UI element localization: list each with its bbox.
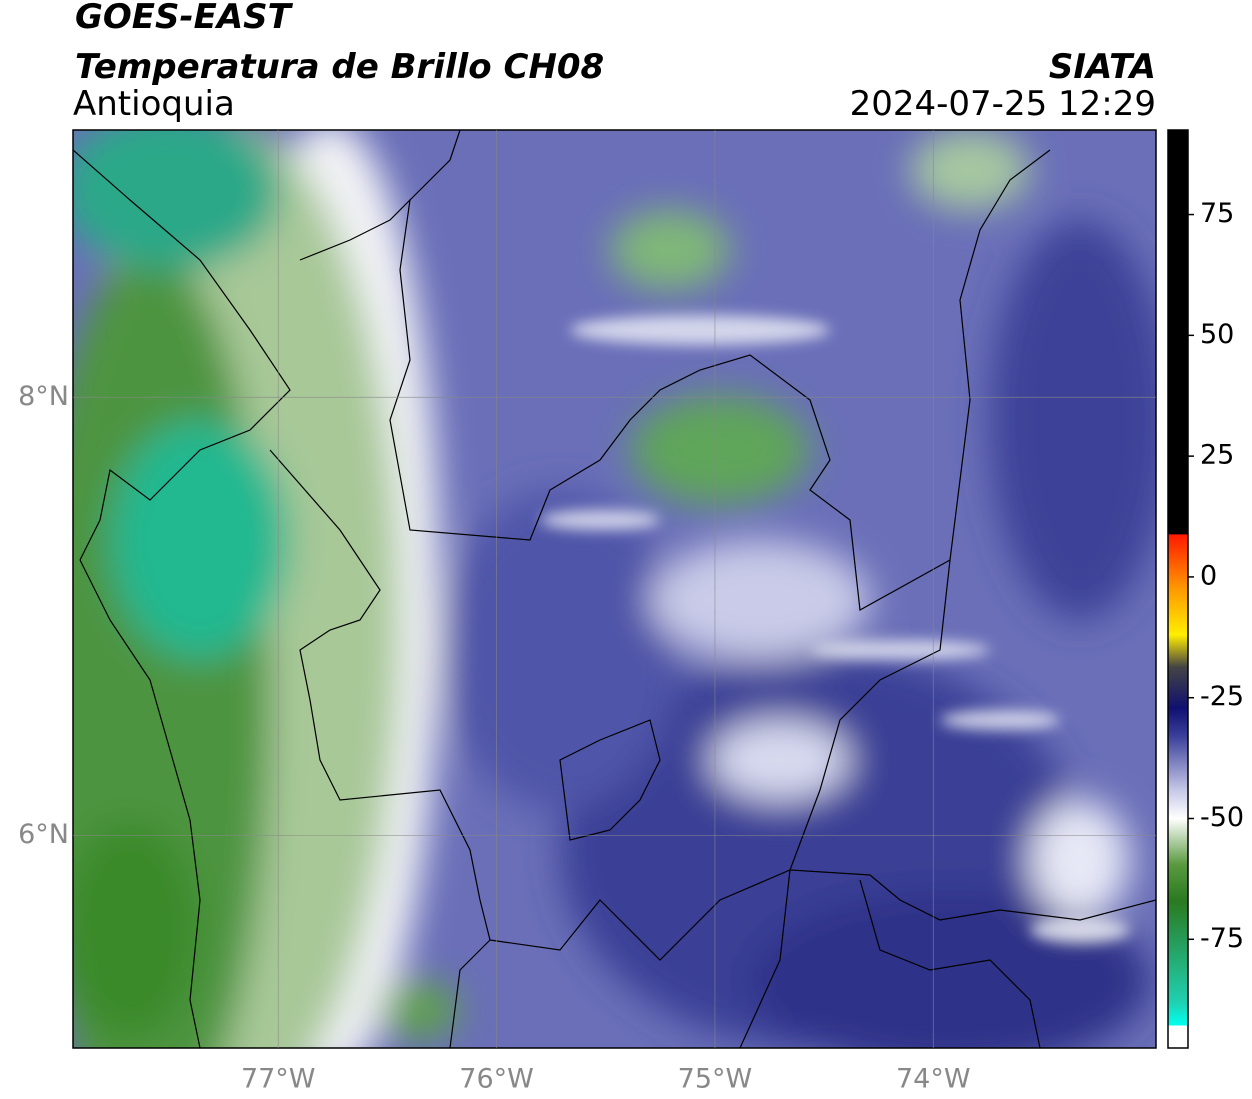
colorbar-tick-label: -50: [1200, 802, 1244, 833]
source: SIATA: [1049, 47, 1156, 87]
colorbar-tick-label: 0: [1200, 560, 1217, 591]
y-tick-label: 6°N: [18, 819, 69, 850]
subtitle: Temperatura de Brillo CH08: [75, 47, 604, 87]
x-tick-label: 76°W: [459, 1064, 534, 1095]
colorbar-tick-label: 25: [1200, 440, 1234, 471]
datetime: 2024-07-25 12:29: [850, 84, 1156, 124]
colorbar-tick-label: 50: [1200, 319, 1234, 350]
title: GOES-EAST: [75, 0, 294, 37]
region: Antioquia: [73, 84, 235, 124]
colorbar-tick-label: -75: [1200, 923, 1244, 954]
map-frame: [72, 129, 1157, 1049]
colorbar-tick-label: -25: [1200, 681, 1244, 712]
x-tick-label: 74°W: [896, 1064, 971, 1095]
y-tick-label: 8°N: [18, 381, 69, 412]
x-tick-label: 77°W: [241, 1064, 316, 1095]
colorbar: [1167, 129, 1189, 1049]
satellite-image: [73, 130, 1156, 1048]
colorbar-tick-label: 75: [1200, 198, 1234, 229]
x-tick-label: 75°W: [678, 1064, 753, 1095]
